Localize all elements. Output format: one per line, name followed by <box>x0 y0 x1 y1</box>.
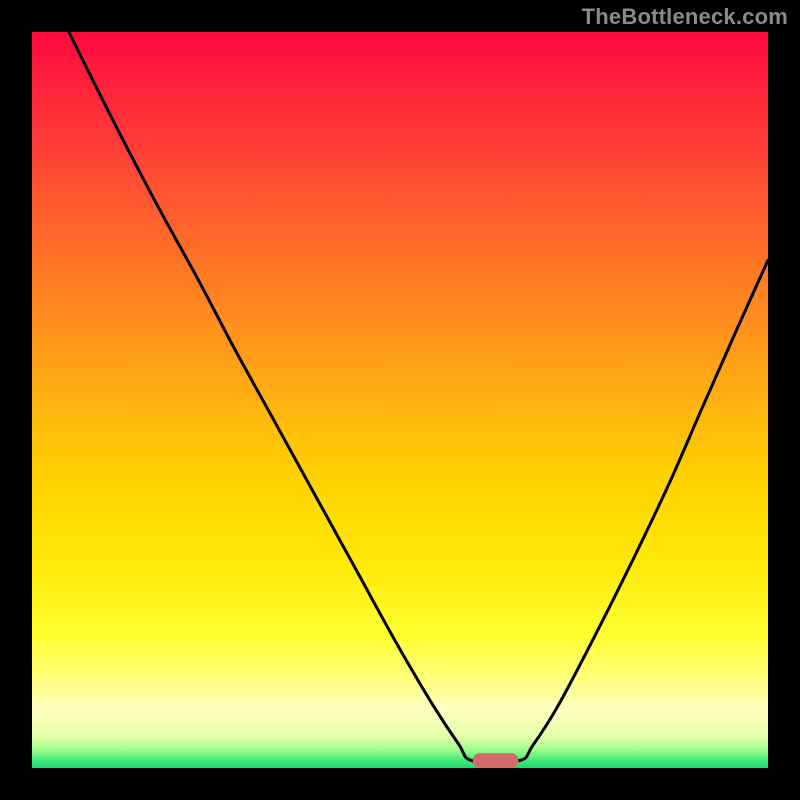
plot-background <box>32 32 768 768</box>
optimal-marker <box>473 753 519 768</box>
watermark-text: TheBottleneck.com <box>582 4 788 30</box>
chart-svg <box>0 0 800 800</box>
chart-container: TheBottleneck.com <box>0 0 800 800</box>
